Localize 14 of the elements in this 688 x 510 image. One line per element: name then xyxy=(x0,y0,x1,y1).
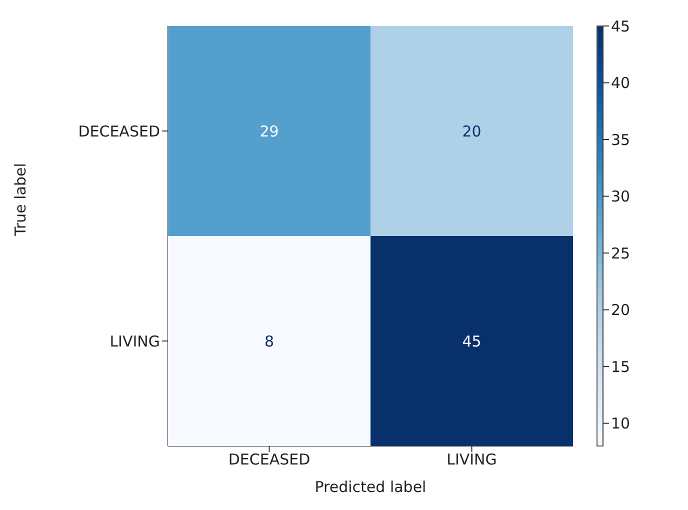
data-label: 45 xyxy=(462,332,482,350)
data-label: 29 xyxy=(260,122,279,140)
color-bar-label: 40 xyxy=(611,74,630,92)
color-bar-label: 25 xyxy=(611,244,630,262)
color-bar-label: 30 xyxy=(611,188,630,206)
x-axis-title: Predicted label xyxy=(314,478,426,496)
color-bar-label: 35 xyxy=(611,130,630,149)
color-bar-label: 20 xyxy=(611,301,630,320)
y-axis-title: True label xyxy=(11,163,30,237)
color-bar-label: 10 xyxy=(611,414,630,433)
data-label: 8 xyxy=(264,332,274,350)
color-bar-label: 15 xyxy=(611,358,630,376)
data-label: 20 xyxy=(462,122,482,140)
color-bar-label: 45 xyxy=(611,17,630,36)
